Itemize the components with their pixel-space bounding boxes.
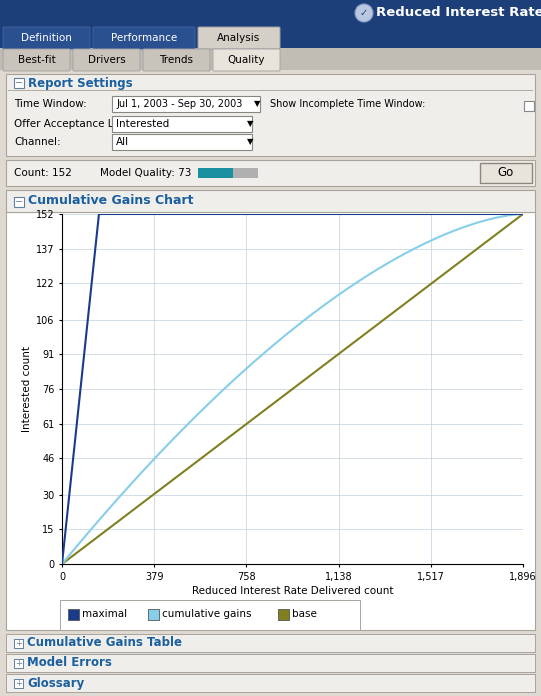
Text: Cumulative Gains Table: Cumulative Gains Table [27, 637, 182, 649]
Text: Performance: Performance [111, 33, 177, 43]
Text: Jul 1, 2003 - Sep 30, 2003: Jul 1, 2003 - Sep 30, 2003 [116, 99, 242, 109]
FancyBboxPatch shape [73, 49, 140, 71]
Text: ✓: ✓ [360, 8, 368, 18]
Bar [6, 674, 535, 692]
Bar [524, 101, 534, 111]
Text: −: − [15, 197, 23, 207]
Text: Analysis: Analysis [217, 33, 261, 43]
FancyBboxPatch shape [3, 27, 90, 49]
Bar [0, 0, 541, 26]
Bar [8, 90, 533, 91]
Text: Trends: Trends [160, 55, 194, 65]
Text: maximal: maximal [82, 609, 127, 619]
Text: Cumulative Gains Chart: Cumulative Gains Chart [28, 194, 194, 207]
Text: All: All [116, 137, 129, 147]
Bar [6, 160, 535, 186]
Bar [6, 634, 535, 652]
Bar [14, 679, 23, 688]
FancyBboxPatch shape [112, 134, 252, 150]
Text: Count: 152: Count: 152 [14, 168, 72, 178]
Bar [14, 197, 24, 207]
FancyBboxPatch shape [112, 116, 252, 132]
Bar [480, 163, 532, 183]
Bar [6, 654, 535, 672]
Text: cumulative gains: cumulative gains [162, 609, 252, 619]
Bar [0, 70, 541, 696]
Text: Go: Go [498, 166, 514, 180]
Text: Offer Acceptance Level:: Offer Acceptance Level: [14, 119, 139, 129]
Text: Show Incomplete Time Window:: Show Incomplete Time Window: [270, 99, 425, 109]
Bar [14, 78, 24, 88]
Text: +: + [15, 638, 22, 647]
Text: Best-fit: Best-fit [18, 55, 55, 65]
Bar [60, 600, 360, 630]
FancyBboxPatch shape [112, 96, 260, 112]
FancyBboxPatch shape [213, 49, 280, 71]
FancyBboxPatch shape [3, 49, 70, 71]
Bar [148, 608, 159, 619]
Bar [14, 639, 23, 648]
Text: base: base [292, 609, 317, 619]
Text: Definition: Definition [21, 33, 72, 43]
Text: Interested: Interested [116, 119, 169, 129]
Bar [6, 74, 535, 156]
Text: Time Window:: Time Window: [14, 99, 87, 109]
FancyBboxPatch shape [198, 27, 280, 49]
Text: ▼: ▼ [247, 120, 254, 129]
Text: Reduced Interest Rate: Reduced Interest Rate [376, 6, 541, 19]
Text: Channel:: Channel: [14, 137, 61, 147]
Text: Drivers: Drivers [88, 55, 126, 65]
Bar [198, 168, 233, 178]
X-axis label: Reduced Interest Rate Delivered count: Reduced Interest Rate Delivered count [192, 586, 393, 596]
Bar [0, 26, 541, 48]
FancyBboxPatch shape [143, 49, 210, 71]
Text: Glossary: Glossary [27, 677, 84, 690]
FancyBboxPatch shape [93, 27, 195, 49]
Bar [68, 608, 79, 619]
Text: Model Errors: Model Errors [27, 656, 112, 670]
Bar [14, 659, 23, 668]
Text: Quality: Quality [228, 55, 265, 65]
Circle shape [355, 4, 373, 22]
Text: Report Settings: Report Settings [28, 77, 133, 90]
Text: Model Quality: 73: Model Quality: 73 [100, 168, 192, 178]
Text: ▼: ▼ [247, 138, 254, 146]
Bar [0, 48, 541, 70]
Text: +: + [15, 679, 22, 688]
Y-axis label: Interested count: Interested count [22, 346, 31, 432]
Text: −: − [15, 78, 23, 88]
Text: +: + [15, 658, 22, 667]
Bar [198, 168, 258, 178]
Bar [6, 212, 535, 630]
Bar [278, 608, 289, 619]
Text: ▼: ▼ [254, 100, 261, 109]
Bar [6, 190, 535, 212]
